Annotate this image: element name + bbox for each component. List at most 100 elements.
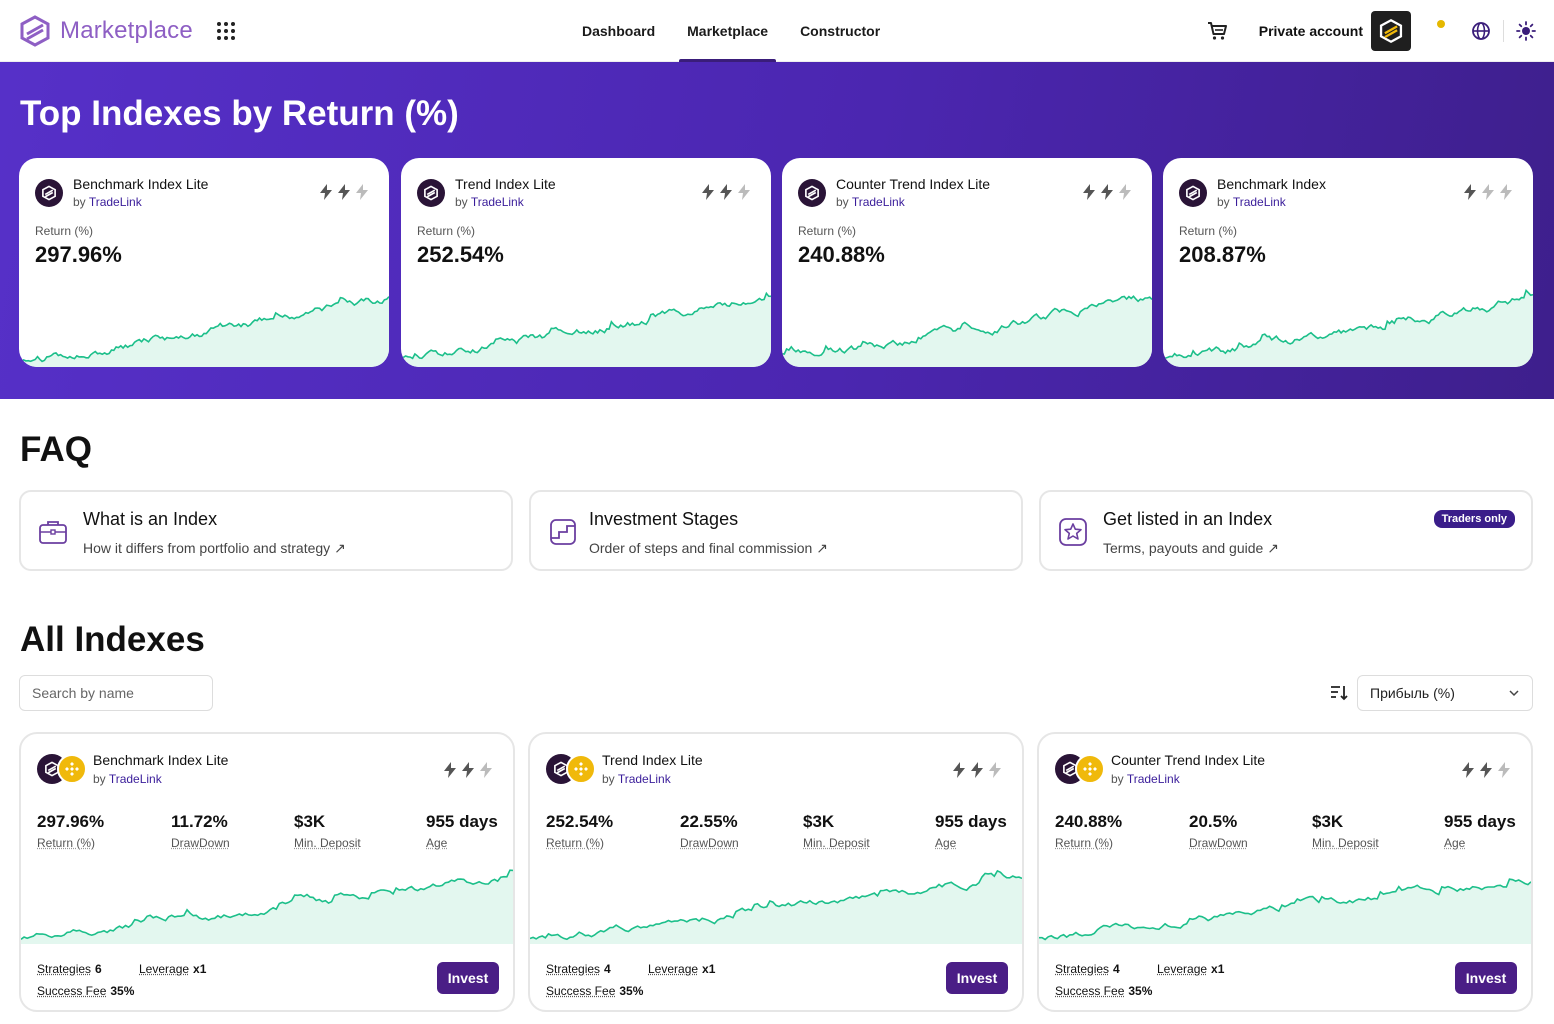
bolt-icon xyxy=(1480,762,1492,778)
invest-button[interactable]: Invest xyxy=(946,962,1008,994)
globe-icon[interactable] xyxy=(1471,21,1491,41)
index-provider: by TradeLink xyxy=(73,195,142,209)
nav-dashboard[interactable]: Dashboard xyxy=(582,23,656,39)
index-name: Trend Index Lite xyxy=(602,752,703,768)
provider-link[interactable]: TradeLink xyxy=(470,195,524,209)
provider-link[interactable]: TradeLink xyxy=(108,772,162,786)
apps-grid-icon[interactable] xyxy=(216,21,235,40)
stat-age: 955 days Age xyxy=(1444,812,1516,850)
faq-card-title: What is an Index xyxy=(83,509,218,529)
faq-card-investment-stages[interactable]: Investment Stages Order of steps and fin… xyxy=(529,490,1023,571)
index-card[interactable]: Benchmark Index Lite by TradeLink 297.96… xyxy=(19,732,515,1012)
app-logo[interactable]: Marketplace xyxy=(18,14,193,48)
sort-select[interactable]: Прибыль (%) xyxy=(1357,675,1533,711)
account-label[interactable]: Private account xyxy=(1258,23,1363,39)
return-value: 240.88% xyxy=(798,242,885,267)
top-index-card[interactable]: Trend Index Lite by TradeLink Return (%)… xyxy=(401,158,771,367)
traders-only-badge: Traders only xyxy=(1433,510,1515,528)
nav-marketplace[interactable]: Marketplace xyxy=(671,0,784,62)
return-label: Return (%) xyxy=(1179,224,1238,238)
header-divider xyxy=(1503,20,1504,42)
faq-card-title: Get listed in an Index xyxy=(1103,509,1273,529)
index-logo-icon xyxy=(1179,178,1207,207)
account-avatar[interactable] xyxy=(1371,11,1411,51)
star-icon xyxy=(1059,518,1087,546)
provider-link[interactable]: TradeLink xyxy=(1126,772,1180,786)
nav-constructor[interactable]: Constructor xyxy=(800,23,881,39)
logo-mark-icon xyxy=(20,14,50,47)
stat-return: 252.54% Return (%) xyxy=(546,812,614,850)
faq-title: FAQ xyxy=(20,430,92,469)
risk-level-bolts xyxy=(1461,762,1511,778)
index-name: Benchmark Index xyxy=(1217,176,1326,192)
return-sparkline xyxy=(401,291,771,367)
index-logo-icon xyxy=(35,178,63,207)
provider-link[interactable]: TradeLink xyxy=(617,772,671,786)
bolt-icon xyxy=(1464,184,1476,200)
brand-mark-icon xyxy=(1186,184,1200,201)
stat-drawdown: 22.55% DrawDown xyxy=(680,812,739,850)
risk-level-bolts xyxy=(319,184,369,200)
bolt-icon xyxy=(1101,184,1113,200)
faq-card-subtitle: Terms, payouts and guide ↗ xyxy=(1103,540,1279,556)
meta-strategies: Strategies 6 xyxy=(37,962,102,976)
meta-strategies: Strategies 4 xyxy=(1055,962,1120,976)
return-value: 297.96% xyxy=(35,242,122,267)
bolt-icon xyxy=(320,184,332,200)
card-header: Benchmark Index Lite by TradeLink xyxy=(35,176,208,209)
return-value: 208.87% xyxy=(1179,242,1266,267)
all-indexes-title: All Indexes xyxy=(20,620,205,659)
index-name: Trend Index Lite xyxy=(455,176,556,192)
index-card[interactable]: Trend Index Lite by TradeLink 252.54% Re… xyxy=(528,732,1024,1012)
provider-link[interactable]: TradeLink xyxy=(88,195,142,209)
brand-mark-icon xyxy=(424,184,438,201)
logo-text: Marketplace xyxy=(60,16,193,44)
return-label: Return (%) xyxy=(417,224,476,238)
index-name: Counter Trend Index Lite xyxy=(836,176,991,192)
return-sparkline xyxy=(530,869,1022,944)
card-header: Counter Trend Index Lite by TradeLink xyxy=(798,176,990,209)
index-provider: by TradeLink xyxy=(1111,772,1180,786)
bolt-icon xyxy=(702,184,714,200)
provider-link[interactable]: TradeLink xyxy=(1232,195,1286,209)
index-provider: by TradeLink xyxy=(836,195,905,209)
brand-mark-icon xyxy=(805,184,819,201)
notification-dot xyxy=(1437,20,1445,28)
invest-button[interactable]: Invest xyxy=(437,962,499,994)
top-index-card[interactable]: Benchmark Index Lite by TradeLink Return… xyxy=(19,158,389,367)
bolt-icon xyxy=(1498,762,1510,778)
index-provider: by TradeLink xyxy=(93,772,162,786)
bolt-icon xyxy=(338,184,350,200)
faq-card-what-is-index[interactable]: What is an Index How it differs from por… xyxy=(19,490,513,571)
bolt-icon xyxy=(953,762,965,778)
stat-return: 297.96% Return (%) xyxy=(37,812,105,850)
faq-card-subtitle: How it differs from portfolio and strate… xyxy=(83,540,346,556)
cart-icon[interactable] xyxy=(1205,19,1229,43)
provider-link[interactable]: TradeLink xyxy=(851,195,905,209)
index-logos xyxy=(546,754,598,784)
index-provider: by TradeLink xyxy=(602,772,671,786)
binance-icon xyxy=(1083,762,1097,776)
meta-leverage: Leverage x1 xyxy=(139,962,207,976)
risk-level-bolts xyxy=(952,762,1002,778)
invest-button[interactable]: Invest xyxy=(1455,962,1517,994)
meta-leverage: Leverage x1 xyxy=(1157,962,1225,976)
index-card[interactable]: Counter Trend Index Lite by TradeLink 24… xyxy=(1037,732,1533,1012)
index-logos xyxy=(1055,754,1107,784)
theme-toggle-icon[interactable] xyxy=(1516,21,1536,41)
top-index-card[interactable]: Benchmark Index by TradeLink Return (%) … xyxy=(1163,158,1533,367)
index-provider: by TradeLink xyxy=(1217,195,1286,209)
meta-leverage: Leverage x1 xyxy=(648,962,716,976)
sort-icon[interactable] xyxy=(1330,684,1348,702)
top-index-card[interactable]: Counter Trend Index Lite by TradeLink Re… xyxy=(782,158,1152,367)
risk-level-bolts xyxy=(1463,184,1513,200)
avatar-logo-icon xyxy=(1379,18,1403,44)
search-input[interactable] xyxy=(19,675,213,711)
stat-min-deposit: $3K Min. Deposit xyxy=(1312,812,1379,850)
return-label: Return (%) xyxy=(35,224,94,238)
faq-card-get-listed[interactable]: Get listed in an Index Terms, payouts an… xyxy=(1039,490,1533,571)
binance-icon xyxy=(574,762,588,776)
return-value: 252.54% xyxy=(417,242,504,267)
stat-return: 240.88% Return (%) xyxy=(1055,812,1123,850)
main-nav: Dashboard Marketplace Constructor xyxy=(566,0,896,62)
